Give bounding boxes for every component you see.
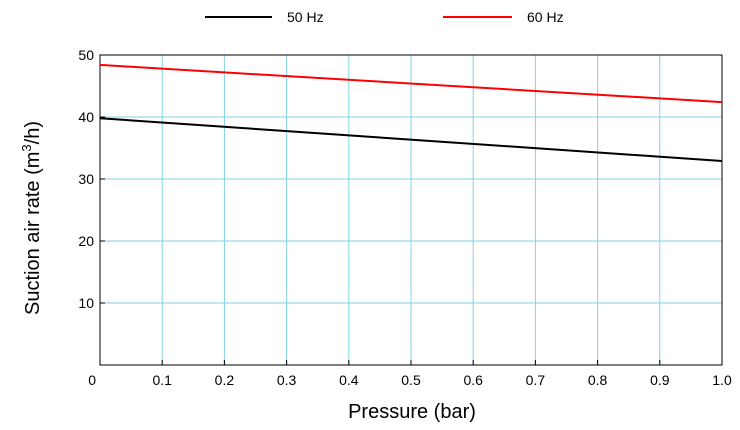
x-tick-label: 0.6 [463, 372, 483, 388]
x-axis-title: Pressure (bar) [348, 401, 476, 423]
legend-label-60hz: 60 Hz [527, 9, 564, 25]
series-line-60hz [99, 63, 723, 104]
x-tick-label: 1.0 [712, 372, 732, 388]
x-tick-label: 0 [88, 372, 96, 388]
series-line-50hz [99, 117, 723, 163]
legend-label-50hz: 50 Hz [287, 9, 324, 25]
y-tick-label: 10 [78, 295, 94, 311]
y-tick-label: 30 [78, 171, 94, 187]
y-axis-title-main: Suction air rate (m [22, 152, 44, 315]
x-tick-label: 0.2 [215, 372, 235, 388]
y-axis-ticks: 10 20 30 40 50 [78, 47, 105, 311]
x-tick-label: 0.3 [277, 372, 297, 388]
x-axis-ticks: 0 0.1 0.2 0.3 0.4 0.5 0.6 0.7 0.8 0.9 1.0 [88, 360, 732, 388]
x-tick-label: 0.9 [650, 372, 670, 388]
x-tick-label: 0.1 [152, 372, 172, 388]
series-layer [99, 63, 723, 163]
y-tick-label: 50 [78, 47, 94, 63]
y-axis-title: Suction air rate (m3/h) [19, 121, 44, 315]
y-tick-label: 40 [78, 109, 94, 125]
x-tick-label: 0.7 [526, 372, 546, 388]
y-axis-title-unit-end: /h) [22, 121, 44, 144]
x-tick-label: 0.8 [588, 372, 608, 388]
grid-lines [100, 55, 722, 365]
y-tick-label: 20 [78, 233, 94, 249]
x-tick-label: 0.4 [339, 372, 359, 388]
legend: 50 Hz 60 Hz [205, 9, 564, 25]
x-tick-label: 0.5 [401, 372, 421, 388]
y-axis-title-superscript: 3 [19, 144, 34, 151]
